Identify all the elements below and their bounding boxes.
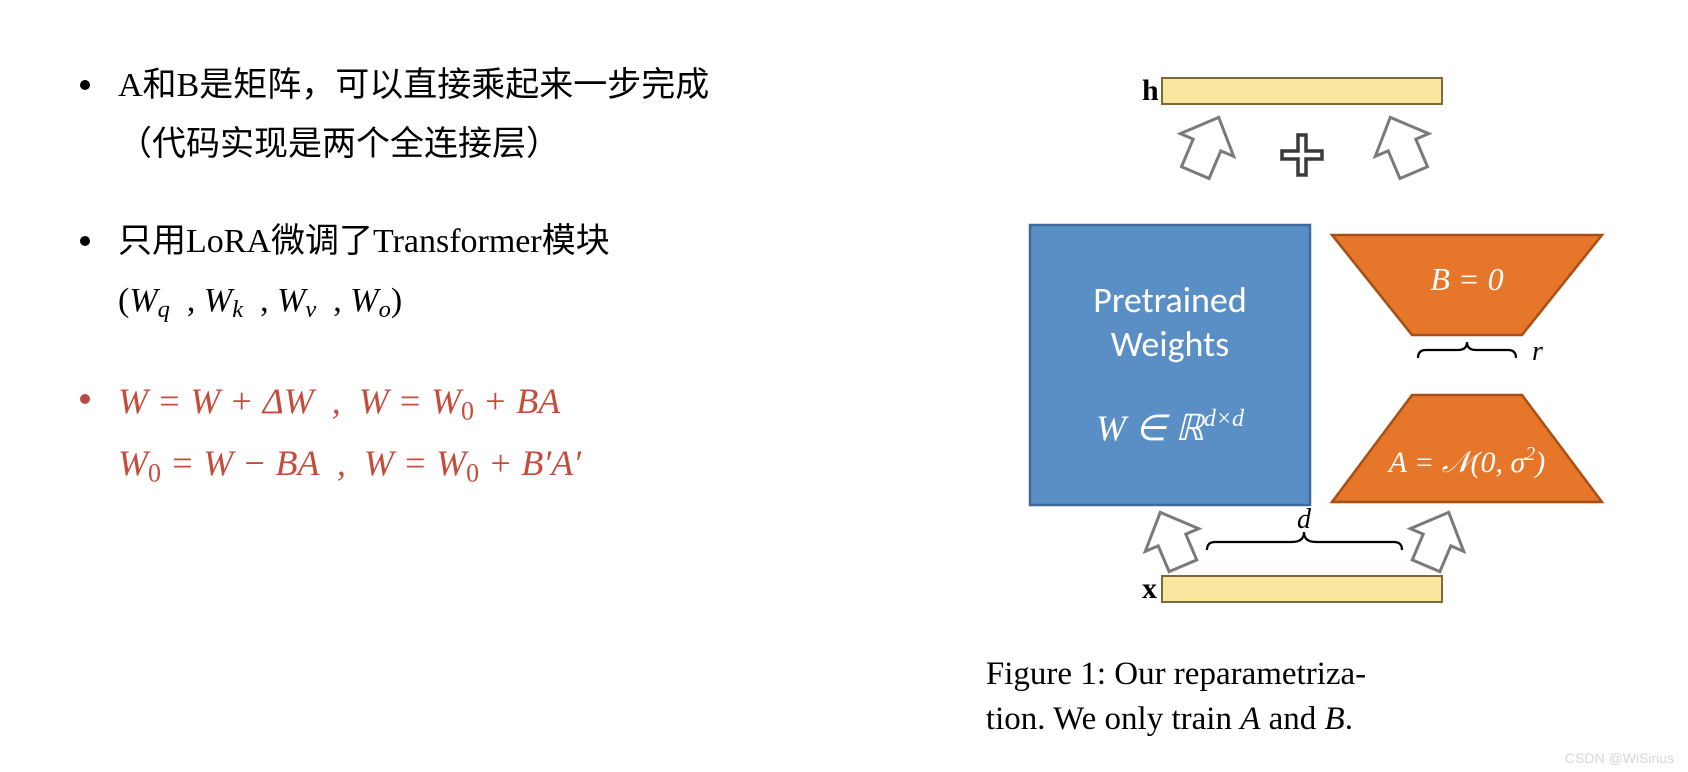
plus-icon	[1282, 135, 1322, 175]
bullet-1: A和B是矩阵，可以直接乘起来一步完成 （代码实现是两个全连接层）	[80, 60, 926, 171]
svg-text:r: r	[1532, 336, 1543, 367]
a-label: A = 𝒩(0, σ2)	[1387, 443, 1546, 479]
svg-text:d: d	[1297, 504, 1312, 535]
eq-2a: W	[118, 443, 148, 483]
bullet-2: 只用LoRA微调了Transformer模块 (Wq , Wk , Wv , W…	[80, 216, 926, 329]
figure-caption: Figure 1: Our reparametriza- tion. We on…	[956, 630, 1648, 742]
eq-1b: W = W	[359, 381, 461, 421]
bullet-1-line2: （代码实现是两个全连接层）	[118, 119, 926, 172]
wo: W	[350, 282, 378, 319]
eq-2c: W = W	[364, 443, 466, 483]
x-label: x	[1142, 572, 1157, 605]
bullet-1-line1: A和B是矩阵，可以直接乘起来一步完成	[118, 60, 926, 113]
arrow-x-to-left	[1134, 501, 1210, 577]
figure-column: h Pretrained Weights W ∈ ℝd×d	[956, 60, 1648, 752]
eq-1a: W = W + ΔW	[118, 381, 314, 421]
wv: W	[277, 282, 305, 319]
b-label: B = 0	[1430, 261, 1503, 297]
bullet-2-line1: 只用LoRA微调了Transformer模块	[118, 216, 926, 269]
bullet-dot	[80, 394, 90, 404]
h-label: h	[1142, 74, 1159, 107]
pretrained-line2: Weights	[1111, 322, 1230, 366]
arrow-right-to-h	[1364, 106, 1441, 184]
equations: W = W + ΔW , W = W0 + BA W0 = W − BA , W…	[118, 374, 926, 497]
arrow-left-to-h	[1169, 106, 1246, 184]
bullet-2-weights: (Wq , Wk , Wv , Wo)	[118, 275, 926, 329]
bullet-dot	[80, 80, 90, 90]
watermark: CSDN @WiSirius	[1565, 750, 1674, 766]
wk: W	[204, 282, 232, 319]
d-brace: d	[1207, 504, 1402, 550]
lora-diagram: h Pretrained Weights W ∈ ℝd×d	[992, 60, 1612, 630]
bullet-dot	[80, 236, 90, 246]
arrow-x-to-right	[1399, 501, 1475, 577]
wq: W	[129, 282, 157, 319]
bullet-list: A和B是矩阵，可以直接乘起来一步完成 （代码实现是两个全连接层） 只用LoRA微…	[80, 60, 956, 752]
pretrained-line1: Pretrained	[1093, 278, 1247, 322]
bullet-3: W = W + ΔW , W = W0 + BA W0 = W − BA , W…	[80, 374, 926, 497]
r-brace: r	[1418, 336, 1543, 367]
